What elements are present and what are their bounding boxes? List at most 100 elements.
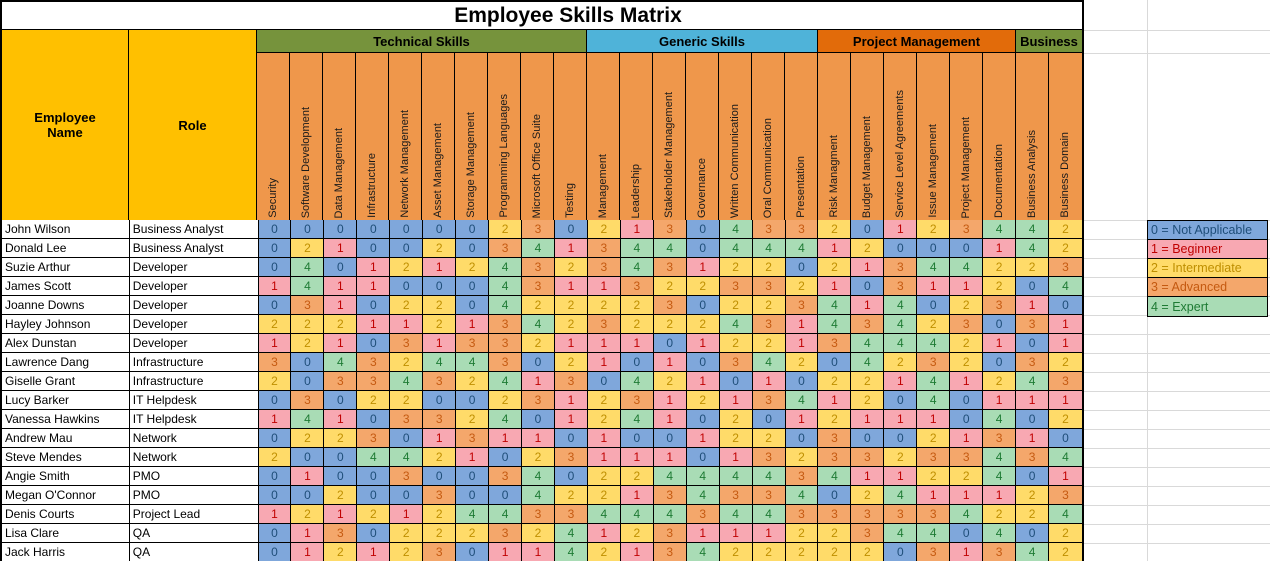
role-cell[interactable]: QA xyxy=(129,524,259,543)
score-cell[interactable]: 1 xyxy=(818,277,852,296)
score-cell[interactable]: 1 xyxy=(554,277,588,296)
score-cell[interactable]: 3 xyxy=(522,258,555,277)
score-cell[interactable]: 2 xyxy=(752,543,786,561)
score-cell[interactable]: 4 xyxy=(291,277,325,296)
score-cell[interactable]: 2 xyxy=(884,353,918,372)
score-cell[interactable]: 3 xyxy=(489,334,523,353)
score-cell[interactable]: 2 xyxy=(357,391,391,410)
score-cell[interactable]: 2 xyxy=(423,524,457,543)
score-cell[interactable]: 4 xyxy=(620,258,654,277)
score-cell[interactable]: 2 xyxy=(950,334,984,353)
score-cell[interactable]: 4 xyxy=(818,296,852,315)
skill-column-header[interactable]: Stakeholder Management xyxy=(653,53,686,220)
score-cell[interactable]: 3 xyxy=(291,296,325,315)
score-cell[interactable]: 0 xyxy=(357,524,391,543)
skill-column-header[interactable]: Governance xyxy=(686,53,719,220)
score-cell[interactable]: 4 xyxy=(1049,448,1082,467)
score-cell[interactable]: 0 xyxy=(357,239,391,258)
score-cell[interactable]: 0 xyxy=(818,353,852,372)
score-cell[interactable]: 3 xyxy=(620,277,654,296)
score-cell[interactable]: 0 xyxy=(818,486,852,505)
score-cell[interactable]: 2 xyxy=(653,277,687,296)
score-cell[interactable]: 0 xyxy=(456,220,490,239)
score-cell[interactable]: 2 xyxy=(324,315,358,334)
score-cell[interactable]: 4 xyxy=(884,296,918,315)
score-cell[interactable]: 4 xyxy=(983,410,1017,429)
employee-name-cell[interactable]: Andrew Mau xyxy=(2,429,130,448)
score-cell[interactable]: 0 xyxy=(587,372,621,391)
role-cell[interactable]: Developer xyxy=(129,277,259,296)
score-cell[interactable]: 2 xyxy=(620,524,654,543)
score-cell[interactable]: 1 xyxy=(917,486,951,505)
score-cell[interactable]: 1 xyxy=(719,524,753,543)
score-cell[interactable]: 1 xyxy=(423,429,457,448)
score-cell[interactable]: 3 xyxy=(653,220,687,239)
score-cell[interactable]: 1 xyxy=(686,334,720,353)
score-cell[interactable]: 0 xyxy=(258,296,292,315)
employee-name-cell[interactable]: Lisa Clare xyxy=(2,524,130,543)
score-cell[interactable]: 0 xyxy=(357,486,391,505)
score-cell[interactable]: 3 xyxy=(489,524,523,543)
score-cell[interactable]: 3 xyxy=(653,543,687,561)
score-cell[interactable]: 4 xyxy=(884,524,918,543)
skill-column-header[interactable]: Business Domain xyxy=(1049,53,1082,220)
score-cell[interactable]: 3 xyxy=(489,467,523,486)
score-cell[interactable]: 1 xyxy=(752,524,786,543)
score-cell[interactable]: 2 xyxy=(357,505,391,524)
score-cell[interactable]: 1 xyxy=(554,410,588,429)
score-cell[interactable]: 1 xyxy=(587,334,621,353)
score-cell[interactable]: 1 xyxy=(324,334,358,353)
score-cell[interactable]: 0 xyxy=(686,220,720,239)
role-cell[interactable]: PMO xyxy=(129,486,259,505)
score-cell[interactable]: 1 xyxy=(1016,296,1050,315)
score-cell[interactable]: 0 xyxy=(950,239,984,258)
score-cell[interactable]: 2 xyxy=(785,524,819,543)
score-cell[interactable]: 0 xyxy=(258,220,292,239)
score-cell[interactable]: 2 xyxy=(390,353,424,372)
score-cell[interactable]: 1 xyxy=(423,258,457,277)
score-cell[interactable]: 3 xyxy=(719,277,753,296)
score-cell[interactable]: 1 xyxy=(324,410,358,429)
role-cell[interactable]: Network xyxy=(129,448,259,467)
score-cell[interactable]: 0 xyxy=(390,220,424,239)
employee-name-cell[interactable]: Joanne Downs xyxy=(2,296,130,315)
score-cell[interactable]: 2 xyxy=(423,505,457,524)
score-cell[interactable]: 2 xyxy=(1049,410,1082,429)
score-cell[interactable]: 2 xyxy=(1016,505,1050,524)
score-cell[interactable]: 2 xyxy=(522,524,555,543)
score-cell[interactable]: 0 xyxy=(1049,429,1082,448)
score-cell[interactable]: 1 xyxy=(884,467,918,486)
skill-column-header[interactable]: Security xyxy=(257,53,290,220)
score-cell[interactable]: 2 xyxy=(818,543,852,561)
score-cell[interactable]: 2 xyxy=(851,486,885,505)
role-cell[interactable]: Project Lead xyxy=(129,505,259,524)
score-cell[interactable]: 3 xyxy=(752,220,786,239)
score-cell[interactable]: 4 xyxy=(1016,239,1050,258)
score-cell[interactable]: 2 xyxy=(917,429,951,448)
score-cell[interactable]: 1 xyxy=(884,410,918,429)
score-cell[interactable]: 3 xyxy=(686,505,720,524)
score-cell[interactable]: 3 xyxy=(785,467,819,486)
group-header-generic-skills[interactable]: Generic Skills xyxy=(587,30,818,53)
score-cell[interactable]: 4 xyxy=(456,505,490,524)
score-cell[interactable]: 3 xyxy=(1016,353,1050,372)
score-cell[interactable]: 1 xyxy=(983,486,1017,505)
score-cell[interactable]: 3 xyxy=(818,448,852,467)
score-cell[interactable]: 0 xyxy=(950,410,984,429)
score-cell[interactable]: 2 xyxy=(423,296,457,315)
score-cell[interactable]: 2 xyxy=(818,410,852,429)
score-cell[interactable]: 1 xyxy=(686,524,720,543)
score-cell[interactable]: 3 xyxy=(522,391,555,410)
score-cell[interactable]: 0 xyxy=(456,486,490,505)
score-cell[interactable]: 4 xyxy=(489,505,523,524)
score-cell[interactable]: 4 xyxy=(291,258,325,277)
employee-name-cell[interactable]: James Scott xyxy=(2,277,130,296)
score-cell[interactable]: 2 xyxy=(587,543,621,561)
score-cell[interactable]: 3 xyxy=(653,258,687,277)
score-cell[interactable]: 2 xyxy=(719,296,753,315)
skill-column-header[interactable]: Programming Languages xyxy=(488,53,521,220)
role-cell[interactable]: Infrastructure xyxy=(129,353,259,372)
score-cell[interactable]: 3 xyxy=(983,296,1017,315)
score-cell[interactable]: 3 xyxy=(554,505,588,524)
legend-item-2[interactable]: 2 = Intermediate xyxy=(1148,259,1267,278)
